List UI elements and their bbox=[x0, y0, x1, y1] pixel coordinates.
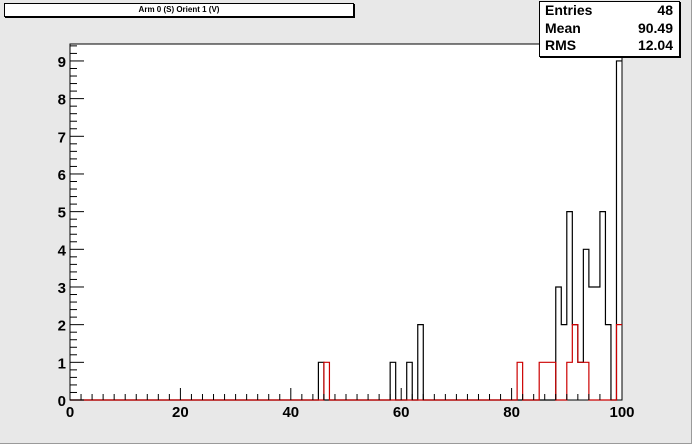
y-tick-label: 1 bbox=[58, 355, 66, 372]
stats-row-entries: Entries 48 bbox=[540, 2, 679, 20]
y-tick-label: 5 bbox=[58, 205, 66, 222]
plot-frame bbox=[69, 43, 623, 401]
stats-label: Entries bbox=[545, 2, 593, 18]
y-tick-label: 8 bbox=[58, 92, 66, 109]
stats-label: Mean bbox=[545, 19, 581, 36]
y-tick-label: 9 bbox=[58, 54, 66, 71]
stats-row-mean: Mean 90.49 bbox=[540, 20, 679, 38]
stats-label: RMS bbox=[545, 37, 577, 53]
y-tick-label: 4 bbox=[58, 242, 67, 259]
x-tick-label: 100 bbox=[609, 404, 634, 421]
stats-value: 48 bbox=[657, 2, 673, 18]
x-tick-label: 40 bbox=[282, 404, 299, 421]
y-tick-label: 3 bbox=[58, 280, 66, 297]
x-tick-label: 20 bbox=[172, 404, 189, 421]
x-tick-label: 0 bbox=[66, 404, 74, 421]
stats-box: Entries 48 Mean 90.49 RMS 12.04 bbox=[539, 1, 680, 57]
y-tick-label: 0 bbox=[58, 393, 66, 410]
y-tick-label: 2 bbox=[58, 318, 66, 335]
axis-layer: 0 1 2 3 4 5 6 7 8 9 0 20 40 60 80 100 bbox=[58, 45, 635, 421]
stats-row-rms: RMS 12.04 bbox=[540, 37, 679, 55]
y-tick-label: 6 bbox=[58, 167, 66, 184]
histogram-series-1 bbox=[70, 324, 622, 401]
stats-value: 90.49 bbox=[637, 19, 673, 36]
series-layer bbox=[70, 60, 622, 401]
x-tick-label: 80 bbox=[503, 404, 520, 421]
histogram-title: Arm 0 (S) Orient 1 (V) bbox=[4, 3, 354, 17]
x-tick-label: 60 bbox=[393, 404, 410, 421]
y-tick-label: 7 bbox=[58, 129, 66, 146]
stats-value: 12.04 bbox=[637, 37, 673, 53]
